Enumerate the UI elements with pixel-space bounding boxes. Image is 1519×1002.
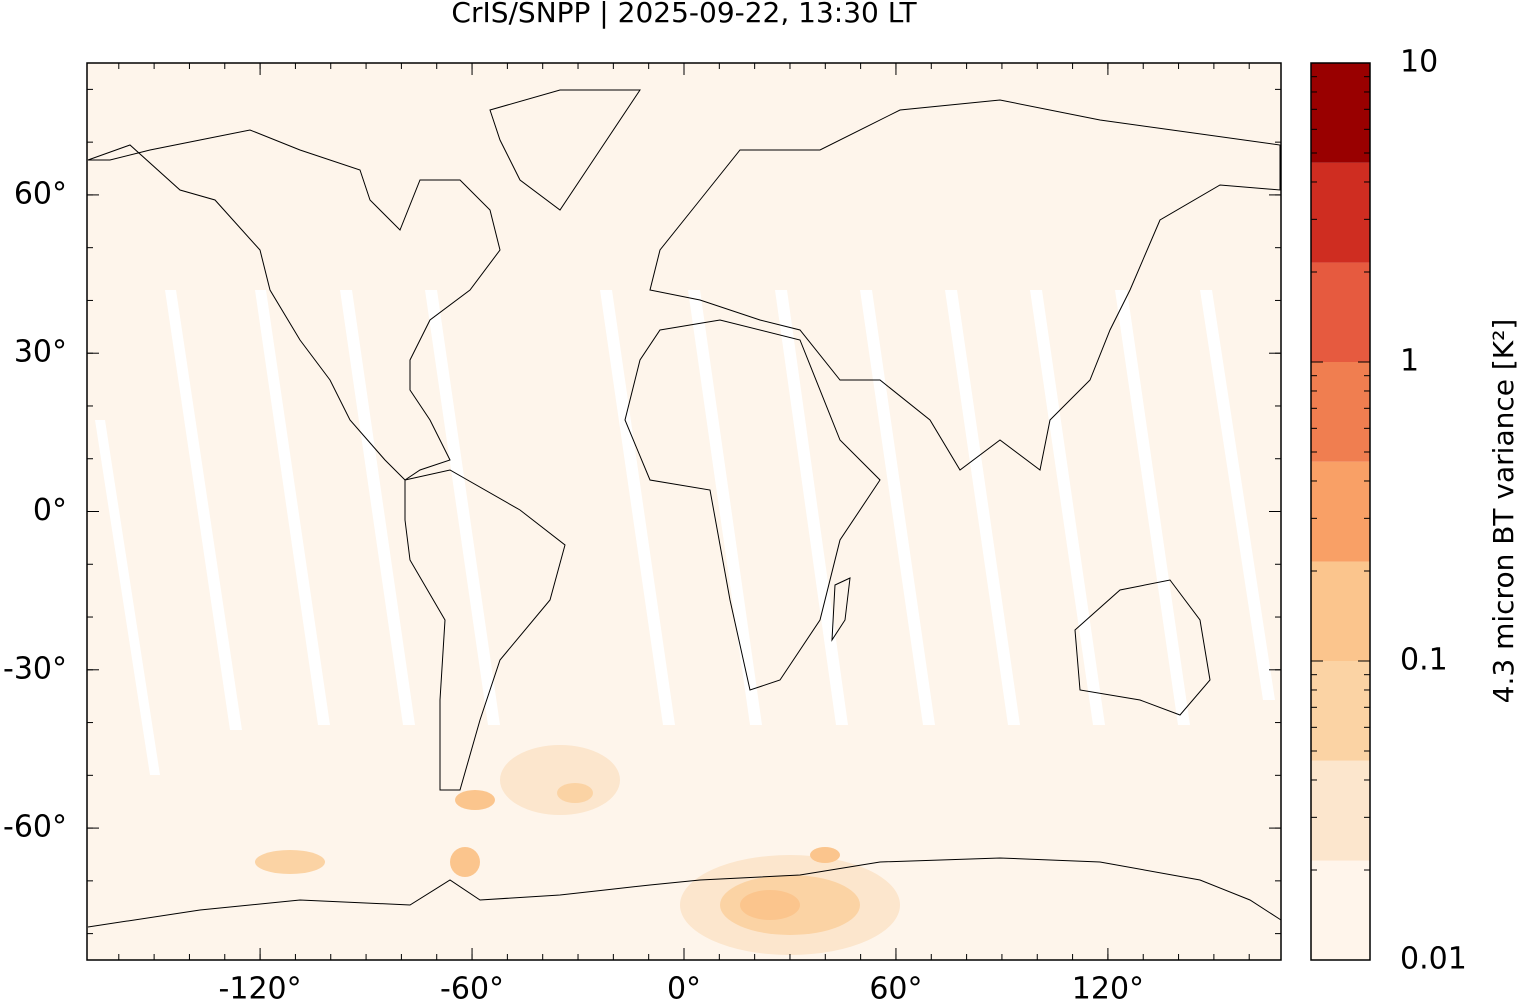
x-tick-label: 60°: [869, 972, 922, 1002]
x-tick-label: -60°: [440, 972, 504, 1002]
colorbar-band: [1311, 561, 1370, 661]
colorbar-band: [1311, 162, 1370, 263]
x-tick-label: 0°: [667, 972, 701, 1002]
x-tick-label: 120°: [1072, 972, 1144, 1002]
coastlines: [87, 89, 1282, 928]
y-tick-label: -30°: [3, 651, 67, 686]
colorbar-band: [1311, 860, 1370, 960]
colorbar-frame: [1310, 62, 1371, 961]
colorbar-band: [1311, 661, 1370, 761]
colorbar-tick-label: 10: [1400, 45, 1438, 80]
map-background: [87, 63, 1281, 960]
colorbar-label: 4.3 micron BT variance [K²]: [1487, 319, 1519, 704]
colorbar-tick-label: 0.01: [1400, 942, 1467, 977]
y-tick-label: 30°: [14, 335, 67, 370]
colorbar-band: [1311, 63, 1370, 163]
colorbar-band: [1311, 461, 1370, 562]
variance-field: [255, 745, 900, 955]
y-tick-label: 0°: [33, 493, 67, 528]
x-tick-label: -120°: [219, 972, 302, 1002]
swath-gaps: [95, 290, 1275, 775]
chart-title: CrIS/SNPP | 2025-09-22, 13:30 LT: [451, 0, 917, 29]
colorbar-band: [1311, 362, 1370, 462]
y-tick-label: 60°: [14, 176, 67, 211]
colorbar-tick-label: 1: [1400, 344, 1419, 379]
colorbar-band: [1311, 760, 1370, 861]
colorbar-tick-label: 0.1: [1400, 643, 1448, 678]
y-tick-label: -60°: [3, 810, 67, 845]
colorbar-band: [1311, 262, 1370, 362]
colorbar: 0.01 0.1 1 10: [1310, 45, 1467, 977]
